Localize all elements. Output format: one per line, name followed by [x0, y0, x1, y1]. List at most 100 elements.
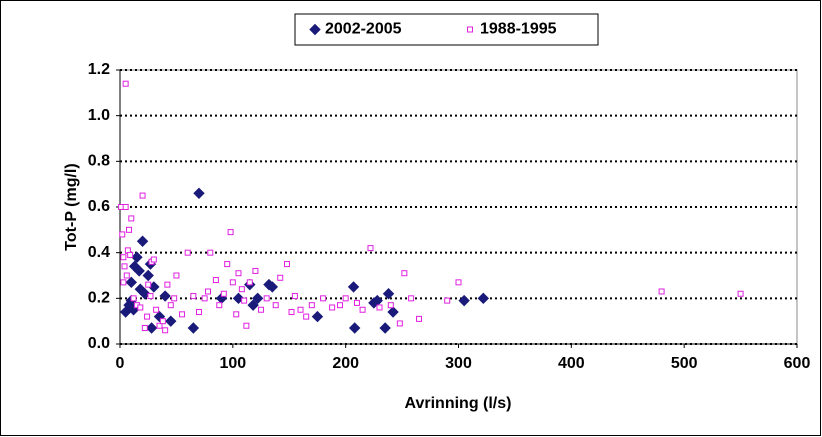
square-marker	[241, 297, 248, 304]
square-marker	[396, 320, 403, 327]
square-marker	[195, 309, 202, 316]
square-marker	[201, 295, 208, 302]
x-tick-label: 600	[784, 355, 811, 372]
square-marker	[126, 226, 133, 233]
square-marker	[658, 288, 665, 295]
square-marker	[329, 304, 336, 311]
y-tick-label: 0.4	[88, 244, 110, 261]
square-marker	[401, 270, 408, 277]
square-marker	[238, 286, 245, 293]
y-axis-title: Tot-P (mg/l)	[63, 163, 80, 250]
square-marker	[220, 290, 227, 297]
square-marker	[376, 304, 383, 311]
diamond-marker	[382, 288, 395, 300]
square-marker	[283, 261, 290, 268]
square-marker	[137, 304, 144, 311]
square-marker	[159, 318, 166, 325]
diamond-marker	[232, 292, 245, 305]
diamond-marker	[348, 322, 361, 334]
square-marker	[153, 306, 160, 313]
square-marker	[737, 290, 744, 297]
square-marker	[297, 306, 304, 313]
y-tick-label: 0.8	[88, 153, 110, 170]
square-marker	[121, 263, 128, 270]
square-marker	[205, 288, 212, 295]
square-marker	[190, 293, 197, 300]
diamond-marker	[477, 292, 490, 305]
square-marker	[123, 272, 130, 279]
legend-label: 2002-2005	[325, 21, 402, 38]
x-tick-label: 300	[445, 355, 472, 372]
y-tick-label: 0.2	[88, 290, 110, 307]
legend-box	[294, 13, 599, 46]
square-marker	[252, 267, 259, 274]
square-marker	[308, 302, 315, 309]
x-tick-label: 200	[332, 355, 359, 372]
square-marker	[288, 309, 295, 316]
diamond-marker	[458, 294, 470, 307]
square-marker	[291, 293, 298, 300]
legend-label: 1988-1995	[480, 21, 557, 38]
square-marker	[179, 311, 186, 318]
diamond-marker	[247, 299, 259, 311]
square-marker	[145, 281, 152, 288]
square-marker	[337, 302, 344, 309]
square-marker	[216, 302, 223, 309]
y-tick-label: 0.0	[88, 335, 110, 352]
square-marker	[235, 270, 242, 277]
square-marker	[263, 295, 270, 302]
diamond-marker	[311, 310, 324, 323]
square-marker	[147, 293, 154, 300]
square-marker	[353, 299, 360, 306]
square-marker	[359, 306, 366, 313]
x-tick-label: 500	[671, 355, 698, 372]
diamond-marker	[309, 23, 321, 36]
square-marker	[455, 279, 462, 286]
square-marker	[162, 327, 169, 334]
diamond-marker	[165, 315, 177, 327]
diamond-marker	[125, 276, 137, 289]
square-marker	[444, 297, 451, 304]
square-marker	[184, 249, 191, 256]
square-marker	[227, 229, 234, 236]
square-marker	[408, 295, 415, 302]
square-marker	[229, 279, 236, 286]
square-marker	[303, 313, 310, 320]
square-marker	[130, 295, 137, 302]
square-marker	[141, 325, 148, 332]
x-axis-title: Avrinning (l/s)	[405, 395, 512, 412]
square-marker	[233, 311, 240, 318]
x-tick-label: 100	[219, 355, 246, 372]
square-marker	[212, 277, 219, 284]
square-marker	[387, 302, 394, 309]
square-marker	[167, 302, 174, 309]
square-marker	[467, 26, 473, 33]
diamond-marker	[142, 269, 154, 282]
diamond-marker	[387, 306, 399, 318]
diamond-marker	[187, 322, 200, 334]
diamond-marker	[153, 310, 166, 323]
square-marker	[342, 295, 349, 302]
x-tick-label: 0	[116, 355, 125, 372]
square-marker	[150, 256, 157, 263]
square-marker	[224, 261, 231, 268]
diamond-marker	[133, 265, 145, 277]
diamond-marker	[193, 187, 205, 200]
square-marker	[207, 249, 214, 256]
diamond-marker	[131, 251, 143, 263]
diamond-marker	[266, 281, 279, 293]
square-marker	[173, 272, 180, 279]
x-tick-label: 400	[558, 355, 585, 372]
diamond-marker	[139, 288, 151, 300]
square-marker	[258, 306, 265, 313]
square-marker	[120, 254, 127, 261]
square-marker	[272, 302, 279, 309]
square-marker	[122, 204, 129, 210]
square-marker	[119, 231, 126, 238]
square-marker	[320, 295, 327, 302]
square-marker	[246, 279, 253, 286]
diamond-marker	[145, 322, 158, 334]
square-marker	[128, 215, 135, 222]
square-marker	[416, 315, 423, 322]
